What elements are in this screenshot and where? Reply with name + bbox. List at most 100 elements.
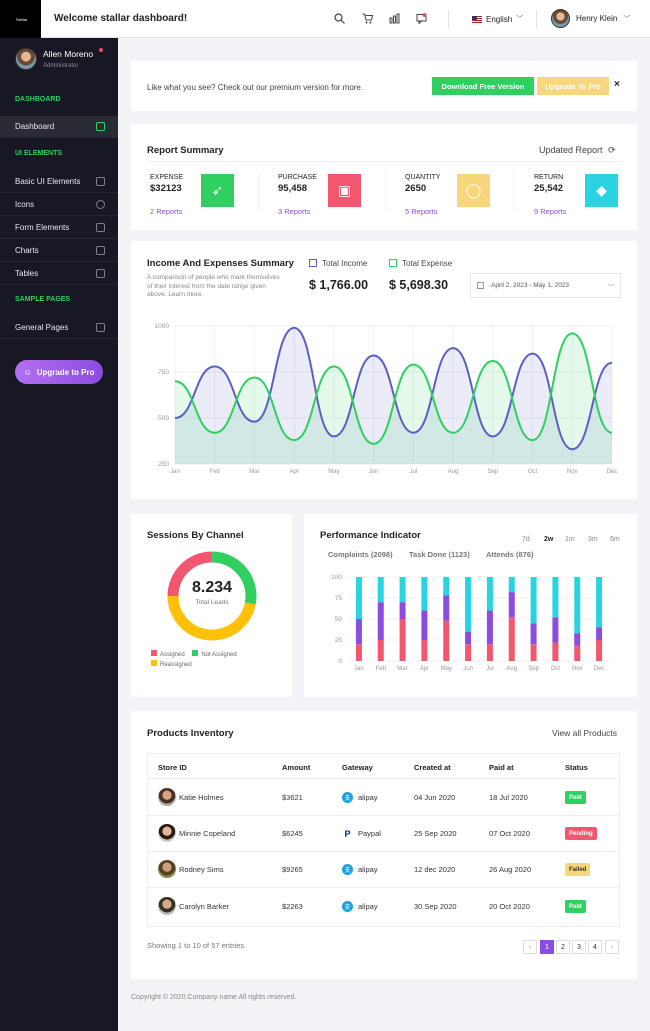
bar-segment <box>443 577 450 596</box>
lightbulb-icon: ◯ <box>457 174 490 207</box>
online-status-dot <box>99 48 103 52</box>
tab-6m[interactable]: 6m <box>610 536 620 543</box>
search-icon[interactable] <box>333 12 345 24</box>
date-range-picker[interactable]: April 2, 2023 - May 1, 2023 ﹀ <box>470 273 621 298</box>
close-icon[interactable]: × <box>614 79 620 90</box>
x-tick-label: Mar <box>397 666 407 672</box>
y-tick-label: 50 <box>335 616 343 623</box>
tab-2w[interactable]: 2w <box>544 536 554 543</box>
sidebar: Stellar Allen Moreno Administrator DASHB… <box>0 0 118 1031</box>
sidebar-item-basic-ui[interactable]: Basic UI Elements <box>0 171 118 193</box>
report-link[interactable]: 9 Reports <box>534 207 567 216</box>
upgrade-label: Upgrade to Pro <box>36 367 95 377</box>
legend-label: Assigned <box>160 652 185 658</box>
bar-segment <box>552 577 559 618</box>
tab-7d[interactable]: 7d <box>522 536 530 543</box>
divider <box>147 815 620 816</box>
chevron-down-icon: ﹀ <box>607 284 615 291</box>
pagination-page[interactable]: 3 <box>572 940 586 954</box>
download-free-button[interactable]: Download Free Version <box>432 77 534 95</box>
avatar <box>158 897 176 915</box>
sidebar-item-label: Form Elements <box>15 223 70 232</box>
bar-segment <box>508 577 515 593</box>
complaints-count: Complaints (2098) <box>328 550 393 559</box>
upgrade-to-pro-button[interactable]: ☺ Upgrade to Pro <box>15 360 103 384</box>
updated-report-link[interactable]: Updated Report ⟳ <box>539 145 616 156</box>
store-name: Rodney Sims <box>179 865 224 874</box>
bar-chart-icon[interactable] <box>388 12 400 24</box>
status-badge: Failed <box>565 863 591 876</box>
expense-value: $ 5,698.30 <box>389 278 449 292</box>
us-flag-icon <box>472 15 482 23</box>
pagination-page[interactable]: 4 <box>588 940 602 954</box>
language-select[interactable]: English ﹀ <box>472 14 523 24</box>
legend-swatch <box>309 259 317 267</box>
legend-label: Total Expense <box>402 259 453 268</box>
performance-bar-chart: 100 75 50 25 0 Jan Feb Mar Apr May Jun Jul Aug Sep Oct… <box>331 574 610 672</box>
performance-card: Performance Indicator 7d 2w 1m 3m 6m Com… <box>304 514 637 697</box>
pagination-page[interactable]: 1 <box>540 940 554 954</box>
topbar: Welcome stallar dashboard! English ﹀ Hen… <box>41 0 650 38</box>
total-leads-label: Total Leads <box>195 599 229 606</box>
bar-segment <box>596 577 603 628</box>
legend-label: Not Assigned <box>201 652 237 658</box>
x-tick-label: Dec <box>594 666 605 672</box>
description-line: of their interest from the date range gi… <box>147 282 266 290</box>
divider <box>147 778 620 779</box>
page-title: Welcome stallar dashboard! <box>54 13 188 24</box>
pagination-next-icon[interactable]: › <box>605 940 619 954</box>
income-value: $ 1,766.00 <box>309 278 369 292</box>
x-tick-label: Nov <box>567 469 578 475</box>
column-header: Created at <box>414 763 451 772</box>
report-label: PURCHASE <box>278 174 317 181</box>
sidebar-item-dashboard[interactable]: Dashboard <box>0 116 118 138</box>
created-at: 30 Sep 2020 <box>414 902 457 911</box>
view-all-products-link[interactable]: View all Products <box>552 728 618 738</box>
column-header: Amount <box>282 763 311 772</box>
report-value: 25,542 <box>534 183 564 194</box>
column-header: Paid at <box>489 763 514 772</box>
bar-segment <box>443 620 450 661</box>
calendar-icon <box>477 282 484 289</box>
x-tick-label: Nov <box>572 666 583 672</box>
report-label: EXPENSE <box>150 174 184 181</box>
sidebar-item-general-pages[interactable]: General Pages <box>0 317 118 339</box>
report-value: 95,458 <box>278 183 308 194</box>
language-label: English <box>486 14 513 24</box>
paid-at: 20 Oct 2020 <box>489 902 530 911</box>
sidebar-item-icons[interactable]: Icons <box>0 194 118 216</box>
avatar <box>551 9 570 28</box>
bar-segment <box>421 640 428 661</box>
bar-segment <box>486 610 493 645</box>
sidebar-item-charts[interactable]: Charts <box>0 240 118 262</box>
section-dashboard: DASHBOARD <box>15 96 61 103</box>
report-link[interactable]: 3 Reports <box>278 207 311 216</box>
tab-3m[interactable]: 3m <box>588 536 598 543</box>
bar-segment <box>465 577 472 632</box>
income-expenses-card: Income And Expenses Summary A comparison… <box>131 241 637 499</box>
footer-copyright: Copyright © 2020.Company name All rights… <box>131 994 297 1001</box>
sidebar-profile[interactable]: Allen Moreno Administrator <box>15 48 103 70</box>
brand-logo[interactable]: Stellar <box>0 0 41 38</box>
y-tick-label: 500 <box>158 415 169 422</box>
x-tick-label: Jun <box>463 666 473 672</box>
sidebar-item-form-elements[interactable]: Form Elements <box>0 217 118 239</box>
report-link[interactable]: 5 Reports <box>405 207 438 216</box>
pagination-page[interactable]: 2 <box>556 940 570 954</box>
user-menu[interactable]: Henry Klein ﹀ <box>551 9 630 28</box>
avatar <box>15 48 37 70</box>
tab-1m[interactable]: 1m <box>565 536 575 543</box>
chat-icon[interactable] <box>415 12 427 24</box>
pagination-prev-icon[interactable]: ‹ <box>523 940 537 954</box>
cart-icon[interactable] <box>361 12 373 24</box>
y-tick-label: 75 <box>335 595 343 602</box>
bar-segment <box>574 645 581 661</box>
sidebar-item-tables[interactable]: Tables <box>0 263 118 285</box>
report-link[interactable]: 2 Reports <box>150 207 183 216</box>
series-line <box>174 332 613 445</box>
bar-segment <box>355 619 362 645</box>
legend-swatch <box>389 259 397 267</box>
avatar <box>158 788 176 806</box>
upgrade-pro-button[interactable]: Upgrade To Pro <box>537 77 609 95</box>
card-title: Sessions By Channel <box>147 530 244 541</box>
